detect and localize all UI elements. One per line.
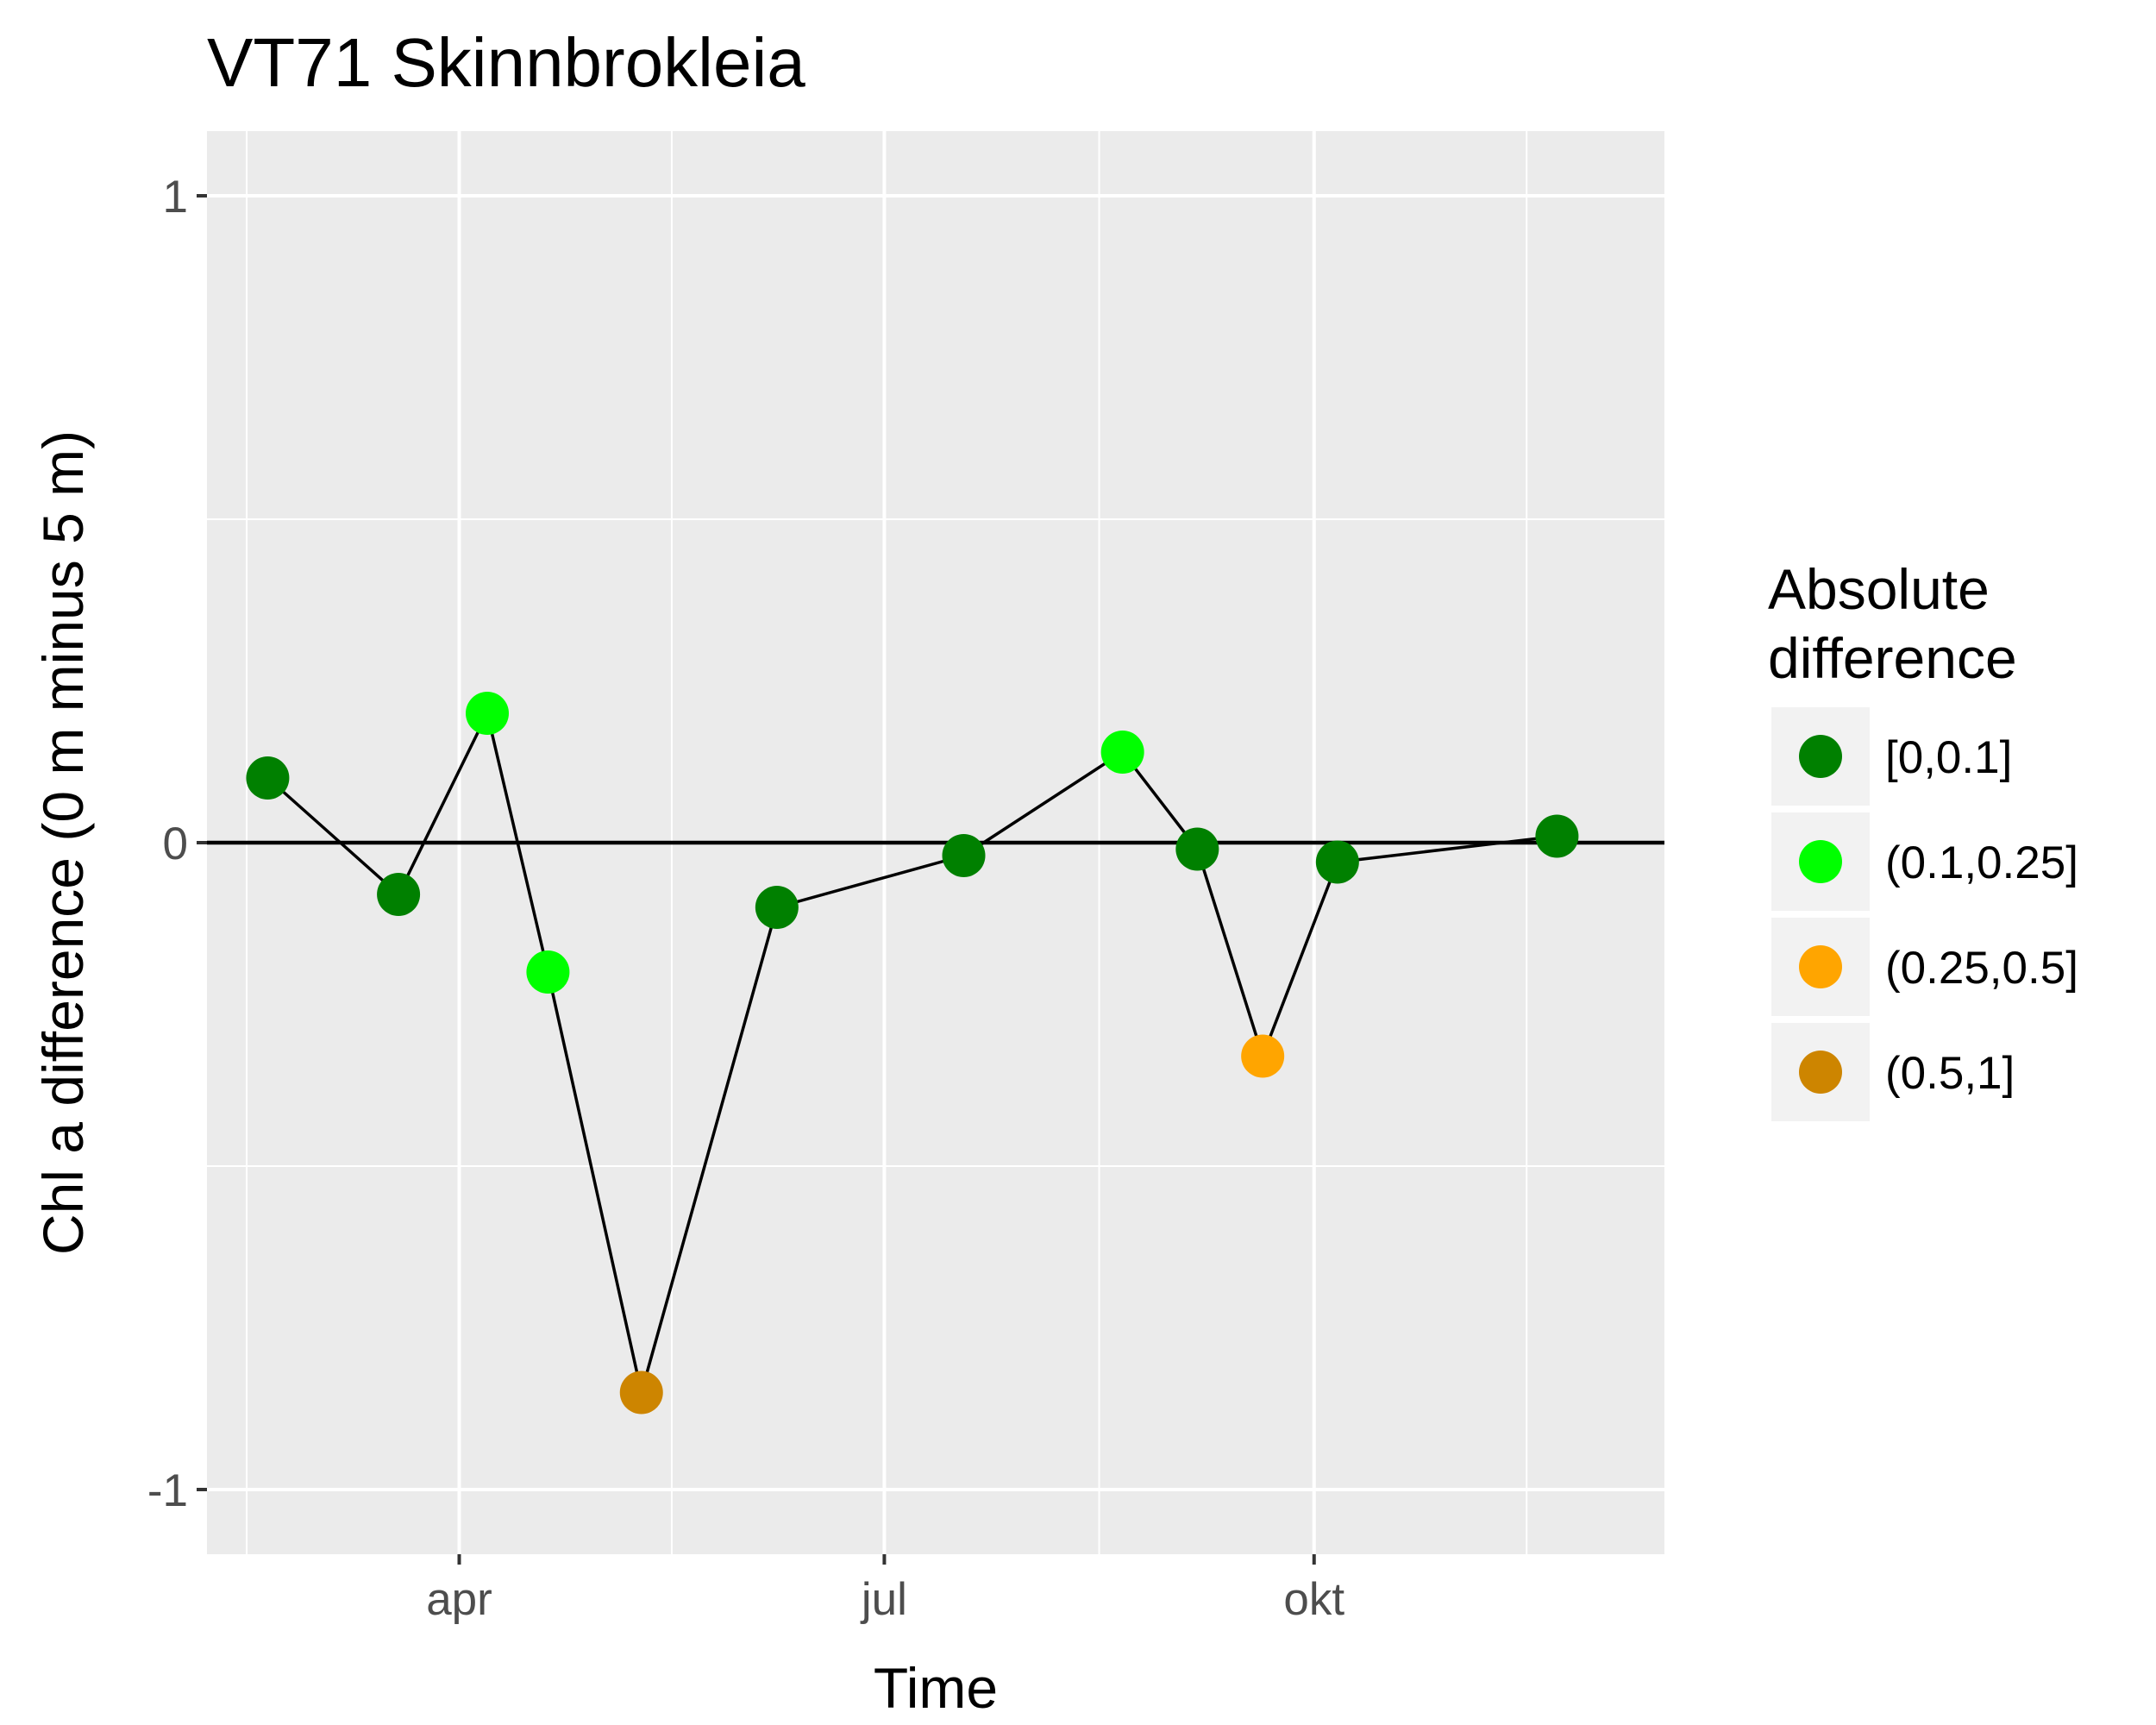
y-axis: 1 0 -1 — [147, 172, 207, 1516]
data-point-9 — [1241, 1034, 1285, 1078]
legend-keys: [0,0.1] (0.1,0.25] (0.25,0.5] (0.5,1] — [1771, 707, 2078, 1121]
x-tick-label-1: jul — [860, 1574, 907, 1625]
data-point-8 — [1175, 827, 1219, 871]
data-point-5 — [755, 886, 799, 929]
x-axis: apr jul okt — [426, 1554, 1344, 1625]
y-tick-label-0: 1 — [163, 172, 188, 223]
series-line — [266, 712, 1557, 1395]
data-point-11 — [1535, 814, 1579, 858]
y-axis-title: Chl a difference (0 m minus 5 m) — [31, 430, 95, 1255]
data-point-4 — [619, 1371, 663, 1414]
x-tick-label-2: okt — [1283, 1574, 1344, 1625]
data-point-0 — [246, 756, 290, 800]
y-tick-label-1: 0 — [163, 819, 188, 869]
y-tick-label-2: -1 — [147, 1465, 188, 1516]
data-point-3 — [526, 950, 570, 994]
data-point-7 — [1100, 731, 1144, 774]
legend-title-line-2: difference — [1768, 626, 2017, 690]
legend: Absolute difference [0,0.1] (0.1,0.25] (0.… — [1768, 557, 2078, 1121]
series-line-group — [266, 712, 1557, 1395]
legend-label-1: (0.1,0.25] — [1885, 837, 2078, 888]
legend-label-0: [0,0.1] — [1885, 732, 2012, 783]
data-point-1 — [377, 873, 421, 916]
points-group — [246, 692, 1579, 1414]
data-point-10 — [1315, 840, 1359, 884]
data-point-6 — [942, 834, 986, 877]
legend-label-3: (0.5,1] — [1885, 1048, 2015, 1099]
x-axis-title: Time — [874, 1656, 998, 1720]
legend-key-0 — [1799, 735, 1842, 778]
chart-title: VT71 Skinnbrokleia — [207, 24, 805, 101]
legend-title-line-1: Absolute — [1768, 557, 1990, 621]
x-tick-label-0: apr — [426, 1574, 492, 1625]
legend-key-3 — [1799, 1051, 1842, 1094]
data-point-2 — [466, 692, 509, 735]
legend-key-1 — [1799, 840, 1842, 883]
legend-label-2: (0.25,0.5] — [1885, 943, 2078, 994]
legend-key-2 — [1799, 945, 1842, 988]
